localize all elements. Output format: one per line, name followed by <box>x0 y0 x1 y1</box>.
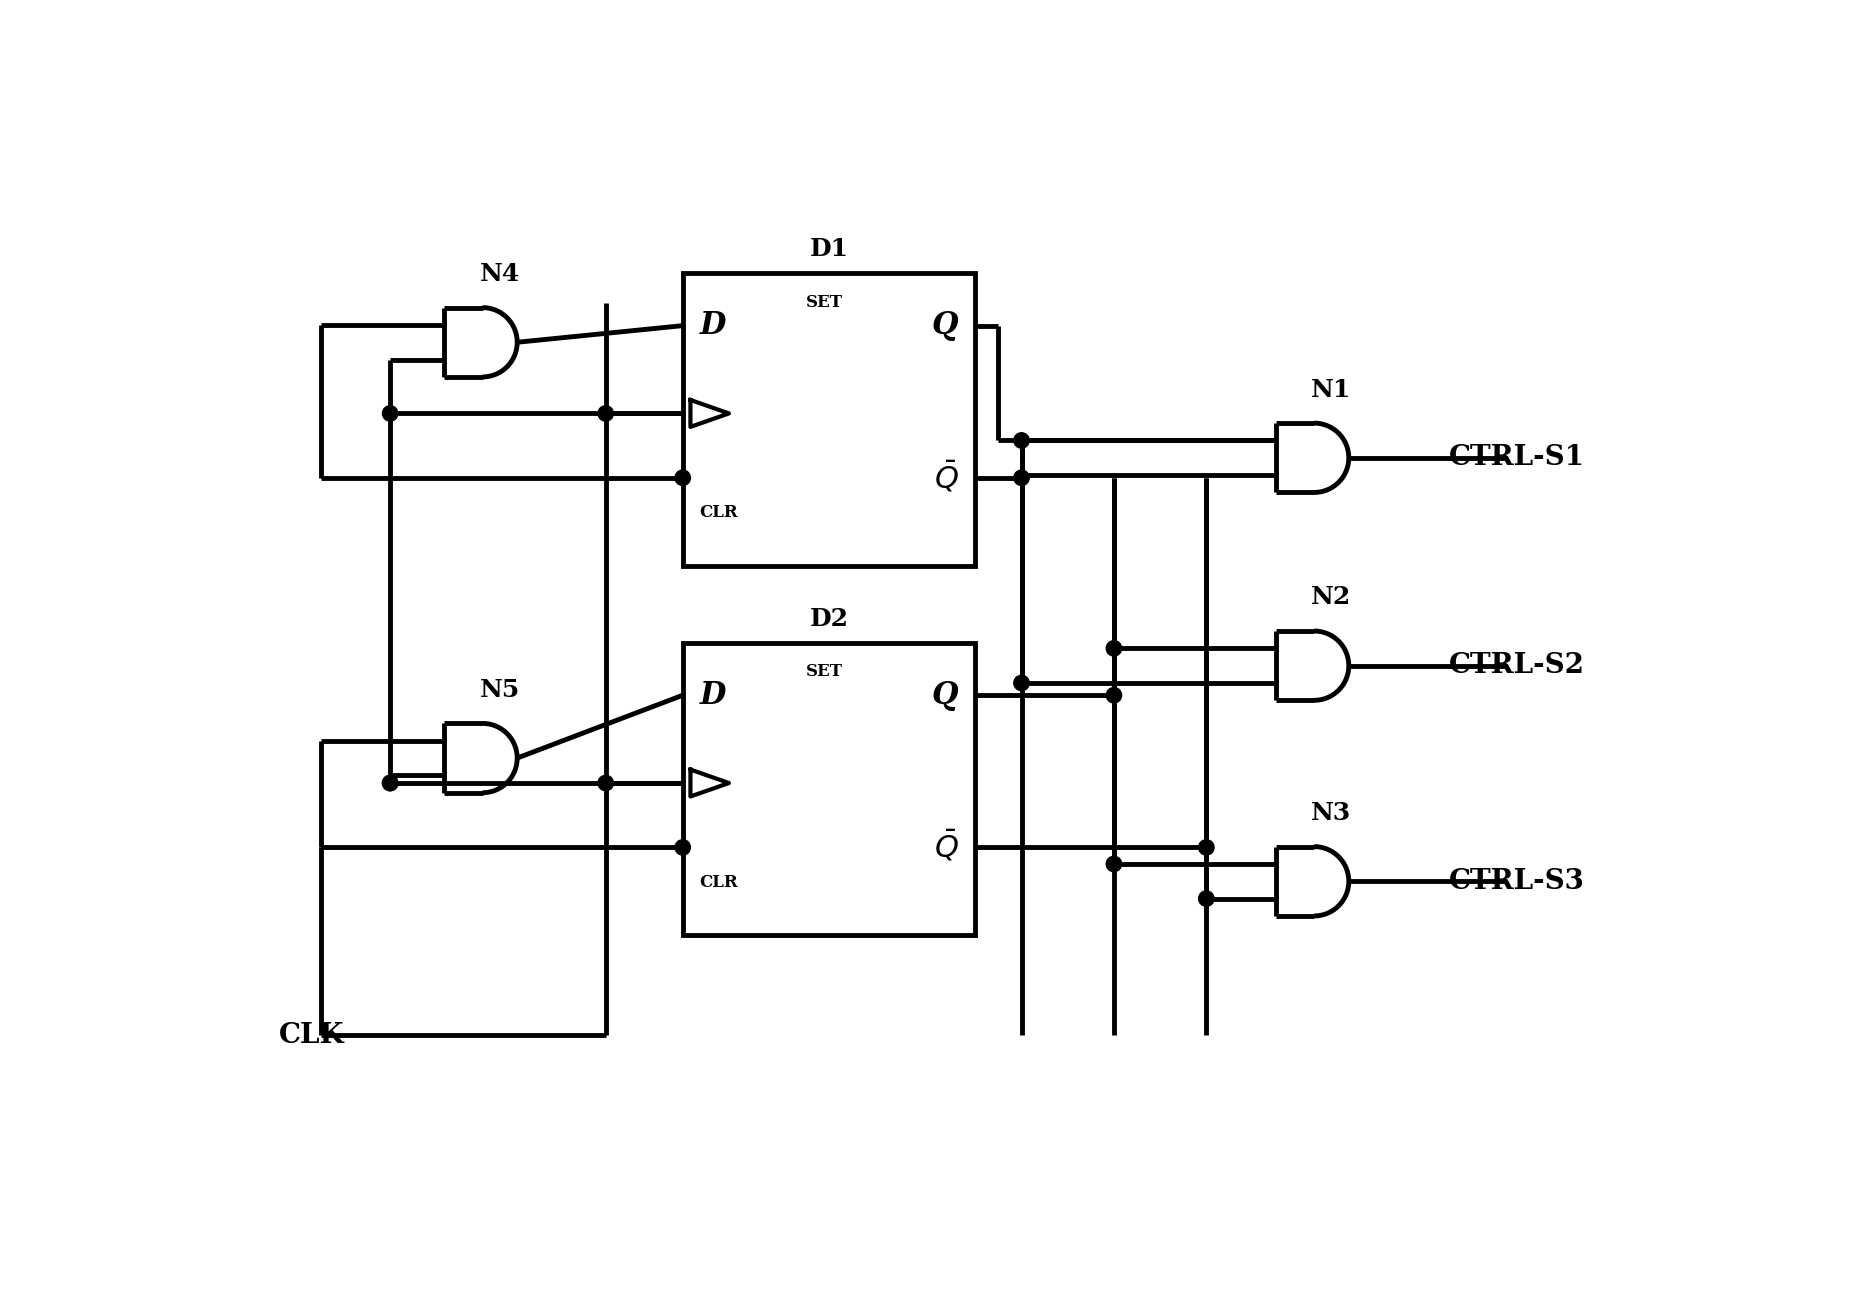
Circle shape <box>674 471 691 485</box>
Circle shape <box>1013 675 1030 690</box>
Text: CTRL-S2: CTRL-S2 <box>1448 652 1585 679</box>
Text: D: D <box>700 310 726 341</box>
Circle shape <box>1013 433 1030 449</box>
Circle shape <box>674 839 691 855</box>
Text: CLR: CLR <box>700 874 739 891</box>
Text: N2: N2 <box>1311 586 1352 609</box>
Circle shape <box>598 776 613 791</box>
Text: N3: N3 <box>1311 802 1352 825</box>
Text: N1: N1 <box>1311 378 1352 402</box>
Circle shape <box>1106 856 1122 871</box>
Text: N4: N4 <box>480 262 520 286</box>
Text: CTRL-S3: CTRL-S3 <box>1448 868 1585 895</box>
Circle shape <box>1198 839 1215 855</box>
Circle shape <box>1013 471 1030 485</box>
Text: CLK: CLK <box>278 1021 344 1049</box>
Text: N5: N5 <box>480 678 520 702</box>
Text: CLR: CLR <box>700 504 739 521</box>
Text: $\bar{Q}$: $\bar{Q}$ <box>933 460 957 495</box>
Text: $\bar{Q}$: $\bar{Q}$ <box>933 830 957 865</box>
Text: Q: Q <box>932 680 957 711</box>
Circle shape <box>1198 891 1215 906</box>
Text: D2: D2 <box>809 606 848 631</box>
Text: CTRL-S1: CTRL-S1 <box>1448 445 1585 471</box>
Text: D1: D1 <box>809 238 848 261</box>
Circle shape <box>382 776 398 791</box>
Text: D: D <box>700 680 726 711</box>
Text: SET: SET <box>806 294 843 310</box>
Circle shape <box>382 776 398 791</box>
Bar <box>683 273 976 565</box>
Circle shape <box>382 406 398 422</box>
Text: SET: SET <box>806 663 843 680</box>
Circle shape <box>1106 640 1122 656</box>
Circle shape <box>1106 688 1122 703</box>
Text: Q: Q <box>932 310 957 341</box>
Circle shape <box>598 406 613 422</box>
Bar <box>683 643 976 935</box>
